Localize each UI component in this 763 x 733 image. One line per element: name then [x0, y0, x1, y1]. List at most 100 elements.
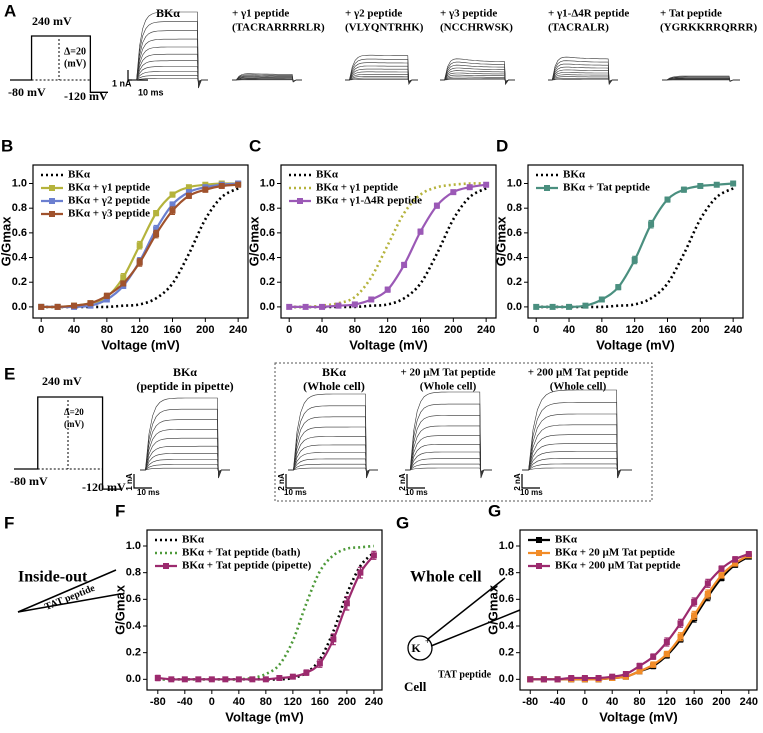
x-tick-label: 0: [582, 696, 588, 708]
current-trace: [548, 60, 618, 85]
current-trace: [522, 424, 632, 477]
x-tick-label: 200: [712, 696, 730, 708]
y-axis-label: G/Gmax: [485, 584, 500, 635]
ion-charge: +: [425, 637, 430, 646]
data-point: [38, 303, 45, 310]
legend-label: BKα: [316, 169, 339, 181]
panel-label: C: [249, 136, 261, 155]
data-point: [235, 181, 242, 188]
y-tick-label: 0.2: [126, 647, 141, 659]
data-point: [691, 599, 698, 605]
current-trace: [345, 76, 418, 82]
protocol-delta-unit: (mV): [64, 58, 86, 69]
x-tick-label: 40: [316, 324, 328, 336]
current-traces: [232, 73, 302, 83]
trace-subtitle: (Whole cell): [550, 381, 607, 393]
x-tick-label: 120: [130, 324, 148, 336]
data-point: [566, 303, 573, 310]
trace-subtitle: (peptide in pipette): [136, 379, 233, 393]
protocol-tail: -120 mV: [82, 480, 126, 494]
current-trace: [548, 74, 618, 83]
current-trace: [132, 46, 208, 86]
current-trace: [345, 62, 418, 84]
x-axis-label: Voltage (mV): [101, 337, 180, 352]
x-tick-label: 120: [284, 696, 302, 708]
x-axis-label: Voltage (mV): [599, 709, 678, 724]
current-trace: [548, 56, 618, 86]
current-trace: [405, 415, 492, 478]
current-trace: [288, 393, 378, 479]
legend-label: BKα + 20 µM Tat peptide: [555, 547, 675, 559]
trace-sequence: (VLYQNTRHK): [345, 22, 424, 34]
y-tick-label: 0.2: [507, 276, 522, 288]
current-trace: [662, 78, 740, 82]
data-point: [351, 301, 358, 308]
data-point: [648, 221, 655, 228]
trace-title: + Tat peptide: [660, 8, 722, 20]
legend-marker: [544, 185, 550, 191]
data-point: [650, 653, 657, 660]
current-trace: [662, 79, 740, 82]
data-point: [54, 303, 61, 310]
data-point: [732, 560, 739, 567]
current-trace: [662, 77, 740, 82]
data-point: [222, 676, 229, 683]
current-traces: [345, 54, 418, 86]
data-point: [636, 668, 643, 675]
data-point: [303, 669, 310, 676]
data-point: [384, 286, 391, 293]
scale-bar: [406, 474, 425, 489]
current-trace: [132, 21, 208, 89]
current-trace: [522, 413, 632, 478]
x-tick-label: 40: [68, 324, 80, 336]
data-point: [286, 303, 293, 310]
current-trace: [140, 397, 230, 479]
data-point: [636, 663, 643, 669]
y-tick-label: 0.0: [126, 673, 141, 685]
y-tick-label: 1.0: [126, 540, 141, 552]
pipette: [17, 569, 117, 613]
x-axis-label: Voltage (mV): [225, 709, 304, 724]
trace-title: + γ1-Δ4R peptide: [548, 8, 629, 20]
panel-label: F: [115, 501, 125, 520]
peptide-label: TAT peptide: [438, 669, 492, 680]
current-trace: [548, 66, 618, 84]
current-traces: [440, 58, 515, 86]
x-tick-label: 40: [563, 324, 575, 336]
current-trace: [522, 463, 632, 473]
data-point: [235, 676, 242, 683]
x-tick-label: 0: [533, 324, 539, 336]
x-tick-label: -80: [522, 696, 538, 708]
scale-bar: [127, 70, 148, 81]
current-trace: [548, 63, 618, 85]
protocol-tail: -120 mV: [64, 89, 108, 103]
current-trace: [405, 458, 492, 473]
voltage-protocol: [14, 396, 122, 490]
current-trace: [232, 78, 302, 82]
x-tick-label: 80: [633, 696, 645, 708]
y-tick-label: 0.4: [12, 251, 28, 263]
current-trace: [288, 444, 378, 475]
x-tick-label: 80: [596, 324, 608, 336]
data-point: [319, 303, 326, 310]
voltage-step-dashed: [31, 39, 91, 81]
legend-marker: [297, 198, 303, 204]
protocol-delta: Δ=20: [64, 46, 86, 57]
y-tick-label: 0.6: [507, 227, 522, 239]
legend-label: BKα: [563, 169, 586, 181]
current-trace: [132, 66, 208, 84]
data-point: [568, 675, 575, 681]
protocol-hold: -80 mV: [10, 474, 48, 488]
data-point: [208, 676, 215, 683]
current-trace: [662, 77, 740, 82]
legend-marker: [49, 185, 55, 191]
current-trace: [232, 76, 302, 82]
current-trace: [140, 459, 230, 473]
data-point: [153, 210, 160, 217]
data-point: [195, 676, 202, 683]
current-trace: [345, 77, 418, 82]
configuration: Inside-out: [18, 569, 88, 586]
current-trace: [288, 436, 378, 477]
data-point: [615, 284, 622, 291]
current-trace: [140, 445, 230, 475]
